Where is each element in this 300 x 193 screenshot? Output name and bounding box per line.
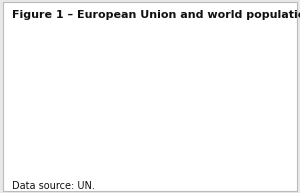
Text: European Union: European Union [61, 76, 139, 86]
Text: Data source: UN.: Data source: UN. [12, 181, 95, 191]
Text: World: World [61, 122, 89, 131]
Text: Figure 1 – European Union and world population growth: Figure 1 – European Union and world popu… [12, 10, 300, 20]
Text: 2000 = 100: 2000 = 100 [233, 83, 287, 92]
